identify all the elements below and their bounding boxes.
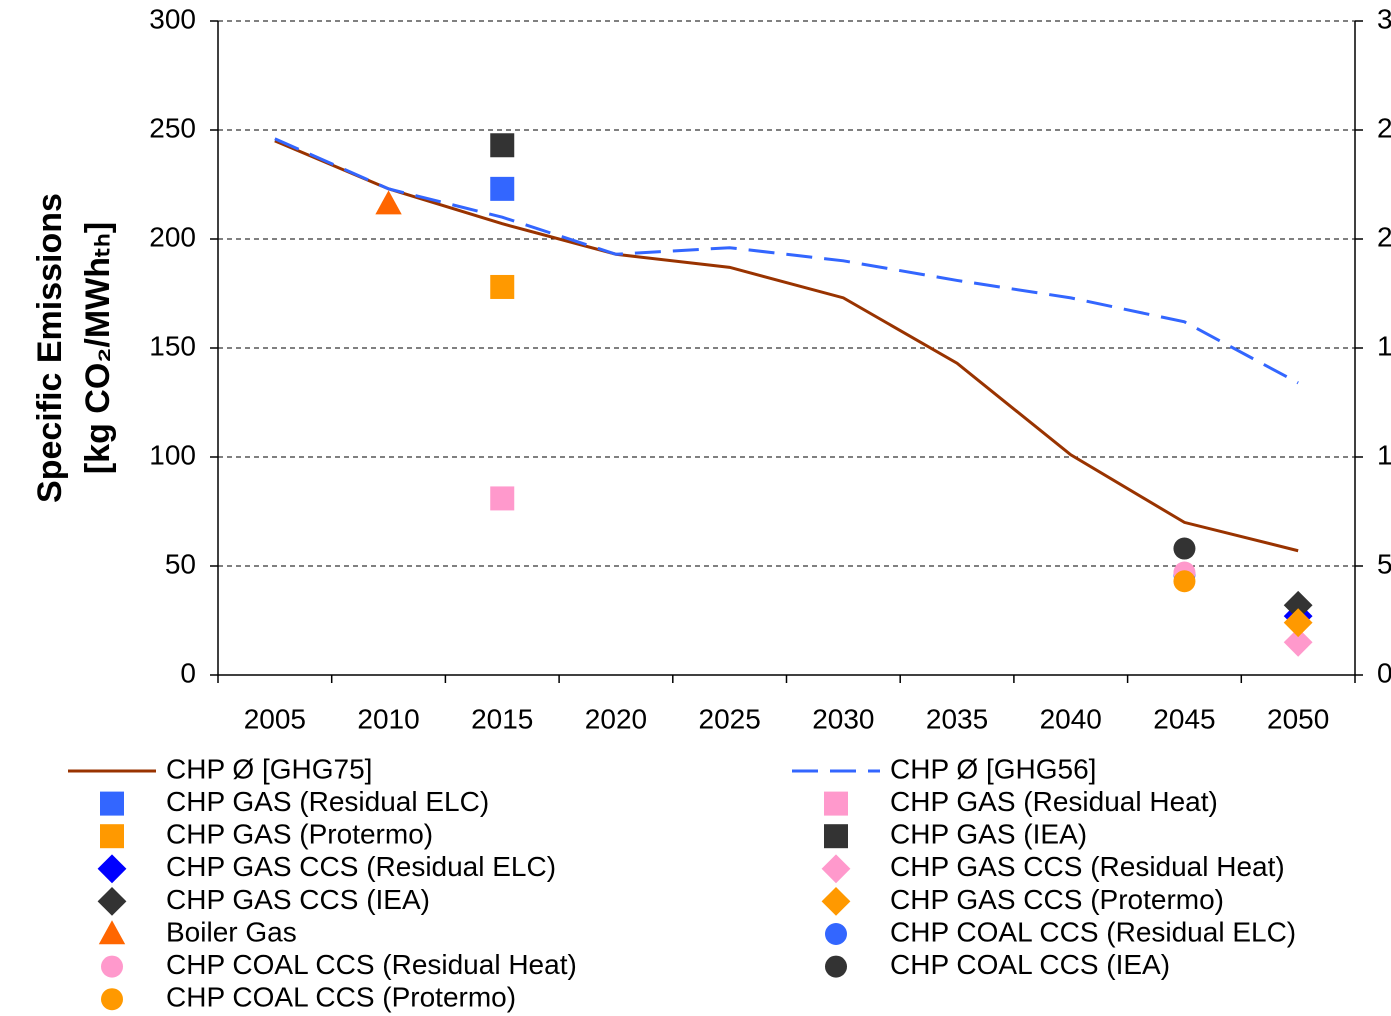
legend-swatch	[100, 824, 124, 849]
legend-label: CHP GAS (Residual Heat)	[890, 786, 1218, 817]
y2-tick-label: 200	[1377, 221, 1391, 252]
legend-label: CHP COAL CCS (Residual ELC)	[890, 916, 1296, 947]
y2-tick-label: 100	[1377, 439, 1391, 470]
legend-swatch	[824, 791, 848, 816]
legend-label: CHP GAS CCS (IEA)	[166, 884, 430, 915]
legend-label: CHP GAS CCS (Protermo)	[890, 884, 1224, 915]
data-point	[490, 486, 515, 511]
legend-swatch	[101, 955, 123, 978]
x-tick-label: 2045	[1153, 703, 1215, 734]
x-tick-label: 2030	[812, 703, 874, 734]
series-line	[274, 139, 1299, 553]
y-axis-title: Specific Emissions	[31, 193, 69, 503]
legend-swatch	[825, 955, 847, 978]
data-point	[1283, 608, 1313, 638]
x-tick-label: 2010	[357, 703, 419, 734]
y-tick-label: 100	[149, 439, 196, 470]
y2-tick-label: 250	[1377, 112, 1391, 143]
x-tick-label: 2015	[471, 703, 533, 734]
data-point	[1283, 627, 1313, 657]
x-tick-label: 2005	[244, 703, 306, 734]
y-tick-label: 250	[149, 112, 196, 143]
y-tick-label: 50	[165, 548, 196, 579]
legend-label: CHP COAL CCS (IEA)	[890, 949, 1170, 980]
y-tick-label: 300	[149, 3, 196, 34]
y-tick-label: 200	[149, 221, 196, 252]
legend-label: Boiler Gas	[166, 916, 297, 947]
x-tick-label: 2020	[585, 703, 647, 734]
legend-swatch	[97, 854, 127, 884]
legend-label: CHP GAS CCS (Residual ELC)	[166, 851, 556, 882]
legend-swatch	[101, 988, 123, 1011]
series-line	[274, 137, 1299, 385]
data-point	[490, 176, 515, 201]
legend-swatch	[821, 854, 851, 884]
legend-label: CHP COAL CCS (Residual Heat)	[166, 949, 577, 980]
data-point	[1283, 590, 1313, 620]
x-tick-label: 2040	[1040, 703, 1102, 734]
legend-swatch	[97, 887, 127, 916]
legend-swatch	[824, 824, 848, 849]
legend-label: CHP GAS (Residual ELC)	[166, 786, 489, 817]
x-tick-label: 2025	[699, 703, 761, 734]
y2-tick-label: 150	[1377, 330, 1391, 361]
data-point	[490, 274, 515, 299]
legend-label: CHP GAS CCS (Residual Heat)	[890, 851, 1285, 882]
data-point	[490, 133, 515, 158]
x-tick-label: 2050	[1267, 703, 1329, 734]
legend-label: CHP COAL CCS (Protermo)	[166, 982, 516, 1013]
legend-swatch	[825, 923, 847, 945]
y-tick-label: 150	[149, 330, 196, 361]
y2-tick-label: 300	[1377, 3, 1391, 34]
y2-tick-label: 50	[1377, 548, 1391, 579]
y2-tick-label: 0	[1377, 657, 1391, 688]
legend-label: CHP Ø [GHG56]	[890, 753, 1096, 784]
legend-label: CHP GAS (Protermo)	[166, 819, 433, 850]
y-axis-title: [kg CO₂/MWhₜₕ]	[79, 222, 117, 474]
data-point	[1173, 570, 1196, 593]
y-tick-label: 0	[180, 657, 196, 688]
data-point	[375, 190, 402, 215]
legend-swatch	[98, 920, 126, 945]
legend-label: CHP GAS (IEA)	[890, 819, 1087, 850]
x-tick-label: 2035	[926, 703, 988, 734]
legend-swatch	[821, 887, 851, 916]
legend-label: CHP Ø [GHG75]	[166, 753, 372, 784]
legend-swatch	[100, 791, 124, 816]
data-point	[1173, 537, 1196, 560]
